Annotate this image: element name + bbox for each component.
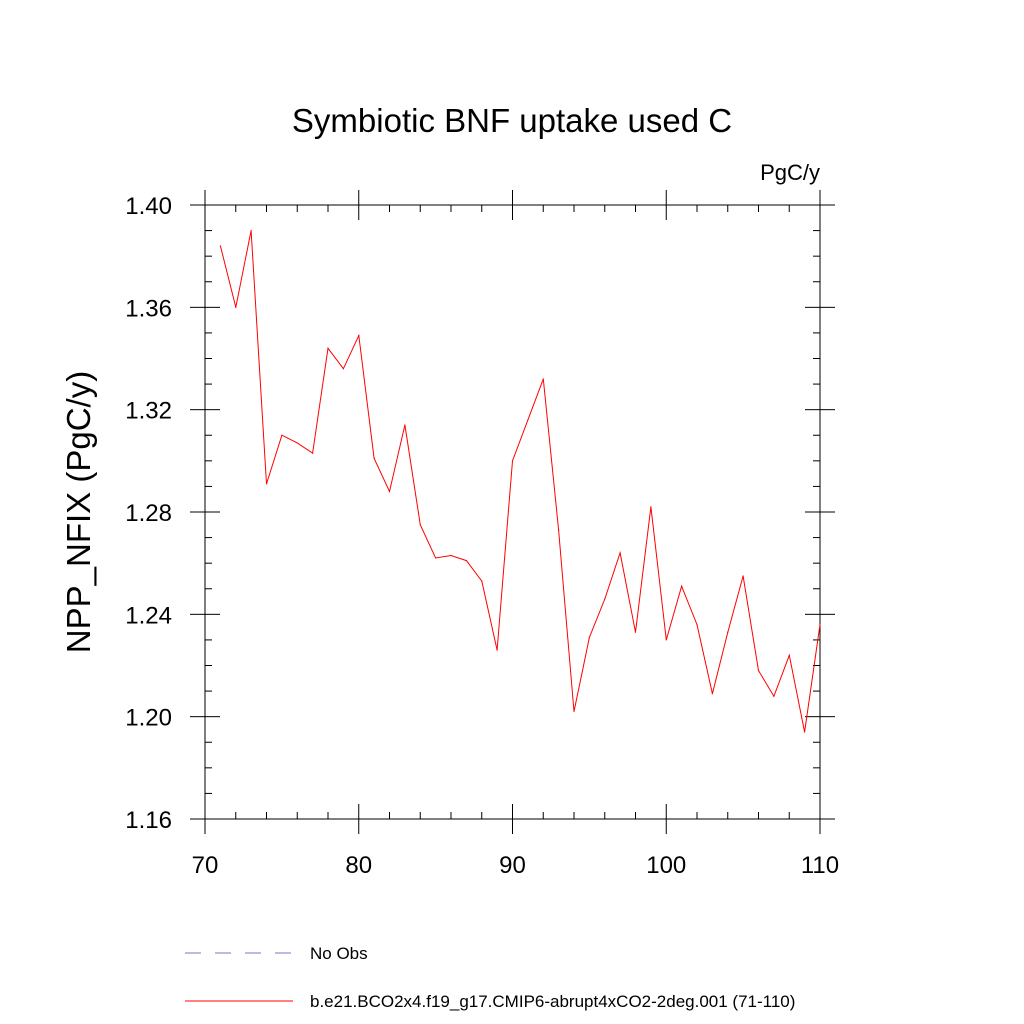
data-point: [773, 695, 775, 697]
legend-label-no-obs: No Obs: [310, 944, 368, 963]
x-tick-label: 110: [801, 852, 839, 879]
y-tick-label: 1.16: [125, 807, 172, 834]
x-tick-label: 100: [646, 852, 686, 879]
y-tick-label: 1.24: [125, 602, 172, 629]
data-point: [327, 347, 329, 349]
data-point: [496, 649, 498, 651]
x-tick-label: 70: [192, 852, 219, 879]
x-tick-label: 90: [499, 852, 526, 879]
data-point: [742, 575, 744, 577]
chart-title: Symbiotic BNF uptake used C: [292, 102, 732, 139]
data-point: [465, 560, 467, 562]
data-point: [511, 460, 514, 462]
data-point: [727, 631, 729, 633]
y-axis-ticks: 1.16 1.20 1.24 1.28 1.32 1.36 1.40: [125, 193, 835, 834]
data-point: [665, 639, 667, 641]
data-point: [788, 654, 790, 656]
plot-frame: [204, 204, 821, 820]
y-tick-label: 1.20: [125, 705, 172, 732]
data-point: [757, 670, 760, 672]
y-tick-label: 1.32: [125, 398, 172, 425]
data-point: [819, 623, 821, 626]
data-point: [604, 598, 606, 600]
data-point: [296, 442, 298, 444]
data-point: [650, 506, 652, 508]
data-point: [804, 731, 806, 733]
data-point: [450, 554, 452, 557]
data-point: [219, 245, 221, 247]
data-point: [481, 580, 483, 582]
data-point: [527, 419, 529, 421]
data-point: [619, 552, 621, 554]
data-point: [342, 368, 344, 370]
data-point: [435, 557, 437, 559]
data-point: [312, 452, 314, 454]
data-point: [681, 585, 683, 587]
data-point: [711, 693, 713, 695]
data-point: [634, 631, 637, 633]
data-point: [588, 636, 590, 638]
series-line: [219, 230, 821, 733]
data-point: [419, 524, 421, 526]
data-point: [542, 378, 544, 380]
y-tick-label: 1.28: [125, 500, 172, 527]
plot-border: [204, 204, 821, 820]
data-point: [358, 334, 360, 337]
legend: No Obs b.e21.BCO2x4.f19_g17.CMIP6-abrupt…: [185, 944, 795, 1011]
data-point: [558, 529, 560, 531]
data-point: [235, 306, 237, 308]
data-point: [373, 457, 375, 459]
legend-label-model-run: b.e21.BCO2x4.f19_g17.CMIP6-abrupt4xCO2-2…: [310, 992, 795, 1011]
y-tick-label: 1.36: [125, 295, 172, 322]
units-label: PgC/y: [760, 160, 820, 185]
data-point: [388, 490, 391, 493]
data-point: [265, 483, 268, 485]
data-point: [573, 710, 575, 713]
data-point: [250, 229, 252, 232]
data-point: [696, 623, 698, 626]
y-axis-label: NPP_NFIX (PgC/y): [60, 371, 97, 653]
series-layer: [219, 229, 821, 733]
x-axis-ticks: 70 80 90 100 110: [192, 190, 839, 879]
data-point: [404, 424, 406, 426]
data-point: [281, 434, 283, 436]
y-tick-label: 1.40: [125, 193, 172, 220]
x-tick-label: 80: [345, 852, 372, 879]
